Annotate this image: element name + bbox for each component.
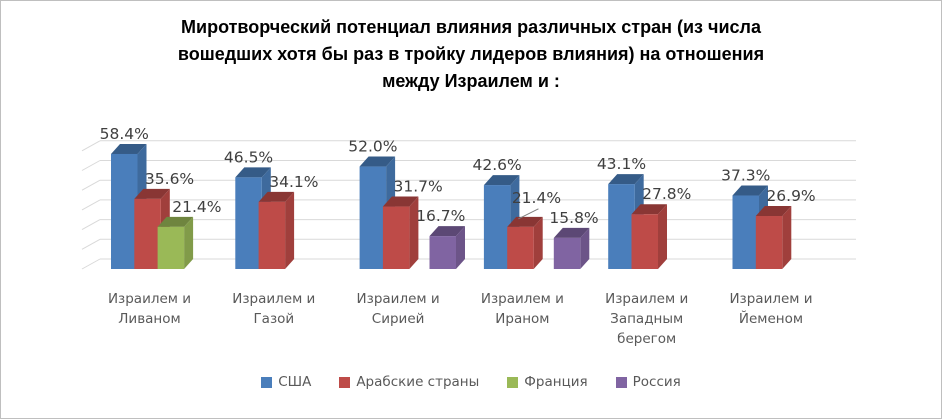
- bar-top-face: [732, 185, 768, 196]
- bar-front-face: [732, 195, 759, 269]
- bar-top-face: [235, 167, 271, 178]
- bar-side-face: [533, 216, 543, 269]
- chart-title: Миротворческий потенциал влияния различн…: [177, 17, 765, 91]
- bar-side-face: [658, 204, 667, 269]
- depth-tick: [81, 219, 101, 231]
- value-label-s1-c1: 34.1%: [269, 173, 318, 191]
- bar-top-face: [111, 143, 147, 154]
- bar-top-face: [429, 226, 465, 237]
- value-label-s0-c4: 43.1%: [597, 155, 646, 173]
- label-leader-line: [518, 208, 539, 220]
- bar-side-face: [782, 206, 792, 269]
- bar-s1-c4: [631, 204, 667, 269]
- legend-swatch-icon: [615, 376, 627, 388]
- bar-front-face: [507, 226, 534, 269]
- category-label: Израилем и Западным берегом: [605, 291, 689, 347]
- bar-top-face: [553, 227, 590, 238]
- bar-front-face: [553, 237, 581, 269]
- bar-top-face: [507, 216, 543, 227]
- bar-front-face: [134, 198, 161, 269]
- legend: США Арабские страны Франция Россия: [1, 374, 941, 390]
- value-label-s0-c3: 42.6%: [473, 156, 522, 174]
- bar-top-face: [483, 175, 520, 186]
- bar-s1-c2: [382, 196, 419, 269]
- bar-side-face: [456, 226, 465, 269]
- value-label-s0-c5: 37.3%: [721, 167, 770, 185]
- bar-s1-c3: [507, 216, 543, 269]
- value-label-s0-c2: 52.0%: [348, 138, 397, 156]
- legend-label: Франция: [524, 374, 588, 390]
- depth-tick: [81, 199, 101, 211]
- bar-s1-c1: [258, 191, 295, 269]
- legend-label: США: [278, 374, 312, 390]
- bar-front-face: [429, 236, 456, 269]
- bar-front-face: [111, 153, 138, 269]
- bar-side-face: [580, 227, 590, 269]
- bar-top-face: [157, 216, 194, 227]
- bar-front-face: [755, 216, 783, 269]
- bar-front-face: [608, 184, 635, 269]
- bar-front-face: [382, 206, 410, 269]
- bar-side-face: [409, 196, 419, 269]
- value-label-s1-c0: 35.6%: [145, 170, 194, 188]
- depth-tick: [81, 179, 101, 191]
- depth-tick: [81, 238, 101, 250]
- legend-label: Арабские страны: [356, 374, 480, 390]
- bar-front-face: [258, 201, 286, 269]
- value-label-s0-c1: 46.5%: [224, 148, 273, 166]
- category-label: Израилем и Йеменом: [729, 291, 813, 327]
- value-label-s1-c3: 21.4%: [512, 189, 561, 207]
- bar-s3-c2: [429, 226, 465, 269]
- legend-label: Россия: [632, 374, 681, 390]
- value-label-s1-c4: 27.8%: [642, 185, 691, 203]
- legend-item: Франция: [507, 374, 588, 390]
- category-label: Израилем и Ираном: [480, 291, 564, 327]
- bar-top-face: [258, 191, 295, 202]
- bar-top-face: [382, 196, 419, 207]
- bar-top-face: [631, 204, 667, 215]
- depth-tick: [81, 160, 101, 171]
- category-label: Израилем и Газой: [232, 291, 316, 327]
- legend-swatch-icon: [507, 376, 519, 388]
- bar-side-face: [285, 191, 295, 269]
- value-label-s1-c5: 26.9%: [766, 187, 815, 205]
- bar-front-face: [235, 177, 262, 269]
- legend-item: США: [261, 374, 311, 390]
- legend-item: Россия: [615, 374, 681, 390]
- bar-front-face: [483, 185, 511, 269]
- bar-top-face: [755, 206, 792, 217]
- value-label-s2-c0: 21.4%: [172, 198, 221, 216]
- legend-item: Арабские страны: [339, 374, 479, 390]
- legend-swatch-icon: [339, 376, 351, 388]
- value-label-s0-c0: 58.4%: [100, 125, 149, 143]
- category-label: Израилем и Сирией: [356, 291, 440, 327]
- depth-tick: [81, 258, 101, 270]
- bar-top-face: [608, 174, 644, 185]
- bar-front-face: [359, 166, 387, 269]
- value-label-s3-c3: 15.8%: [549, 209, 598, 227]
- value-label-s1-c2: 31.7%: [394, 178, 443, 196]
- bar-s2-c0: [157, 216, 194, 269]
- legend-swatch-icon: [261, 376, 273, 388]
- bar-side-face: [184, 216, 194, 269]
- bar-s1-c5: [755, 206, 792, 269]
- bar-top-face: [359, 156, 396, 167]
- bar-front-face: [631, 214, 658, 269]
- bar-top-face: [134, 188, 170, 199]
- value-label-s3-c2: 16.7%: [416, 207, 465, 225]
- category-label: Израилем и Ливаном: [107, 291, 192, 327]
- bar-front-face: [157, 226, 185, 269]
- depth-tick: [81, 140, 101, 152]
- bar-s3-c3: [553, 227, 590, 269]
